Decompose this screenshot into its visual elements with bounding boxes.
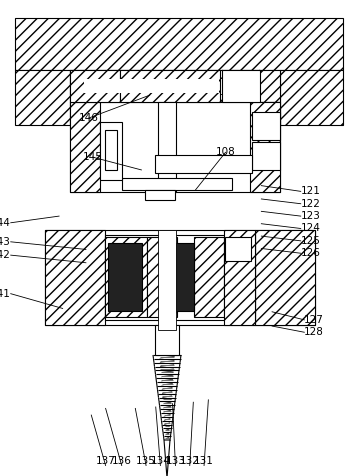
Polygon shape bbox=[164, 440, 170, 476]
Text: 145: 145 bbox=[82, 152, 102, 162]
Bar bbox=[252, 112, 280, 140]
Text: 108: 108 bbox=[216, 147, 236, 158]
Text: 142: 142 bbox=[0, 250, 11, 260]
Bar bbox=[222, 70, 260, 102]
Bar bbox=[45, 230, 315, 325]
Bar bbox=[70, 70, 120, 102]
Text: 123: 123 bbox=[301, 211, 321, 221]
Bar bbox=[120, 70, 220, 102]
Bar bbox=[82, 78, 237, 94]
Text: 136: 136 bbox=[112, 456, 132, 466]
Bar bbox=[105, 235, 255, 320]
Bar bbox=[147, 237, 177, 317]
Bar bbox=[225, 237, 251, 261]
Bar bbox=[70, 102, 280, 192]
Text: 135: 135 bbox=[136, 456, 156, 466]
Bar bbox=[145, 190, 175, 200]
Text: 121: 121 bbox=[301, 186, 321, 197]
Bar bbox=[100, 122, 122, 180]
Bar bbox=[194, 237, 224, 317]
Bar bbox=[252, 142, 280, 170]
Text: 133: 133 bbox=[165, 456, 185, 466]
Bar bbox=[280, 70, 343, 125]
Text: 146: 146 bbox=[79, 113, 99, 123]
Bar bbox=[70, 102, 100, 192]
Bar bbox=[84, 79, 219, 93]
Text: 144: 144 bbox=[0, 218, 11, 228]
Bar bbox=[45, 230, 105, 325]
Bar bbox=[122, 178, 232, 190]
Bar bbox=[155, 325, 179, 355]
Bar bbox=[155, 155, 252, 173]
Text: 132: 132 bbox=[180, 456, 200, 466]
Text: 141: 141 bbox=[0, 288, 11, 299]
Text: 143: 143 bbox=[0, 237, 11, 247]
Text: 134: 134 bbox=[150, 456, 170, 466]
Bar bbox=[15, 18, 343, 70]
Text: 127: 127 bbox=[304, 315, 324, 325]
Bar bbox=[15, 70, 70, 125]
Bar bbox=[255, 230, 315, 325]
Bar bbox=[250, 102, 280, 192]
Bar bbox=[105, 237, 147, 317]
Bar bbox=[176, 243, 194, 311]
Text: 124: 124 bbox=[301, 223, 321, 234]
Text: 126: 126 bbox=[301, 248, 321, 258]
Text: 125: 125 bbox=[301, 236, 321, 246]
Text: 137: 137 bbox=[96, 456, 116, 466]
Text: 131: 131 bbox=[194, 456, 214, 466]
Bar bbox=[224, 230, 255, 325]
Bar bbox=[70, 70, 280, 102]
Text: 128: 128 bbox=[304, 327, 324, 337]
Bar bbox=[158, 102, 176, 192]
Text: 122: 122 bbox=[301, 198, 321, 209]
Bar bbox=[105, 130, 117, 170]
Bar bbox=[158, 230, 176, 330]
Bar bbox=[108, 243, 142, 311]
